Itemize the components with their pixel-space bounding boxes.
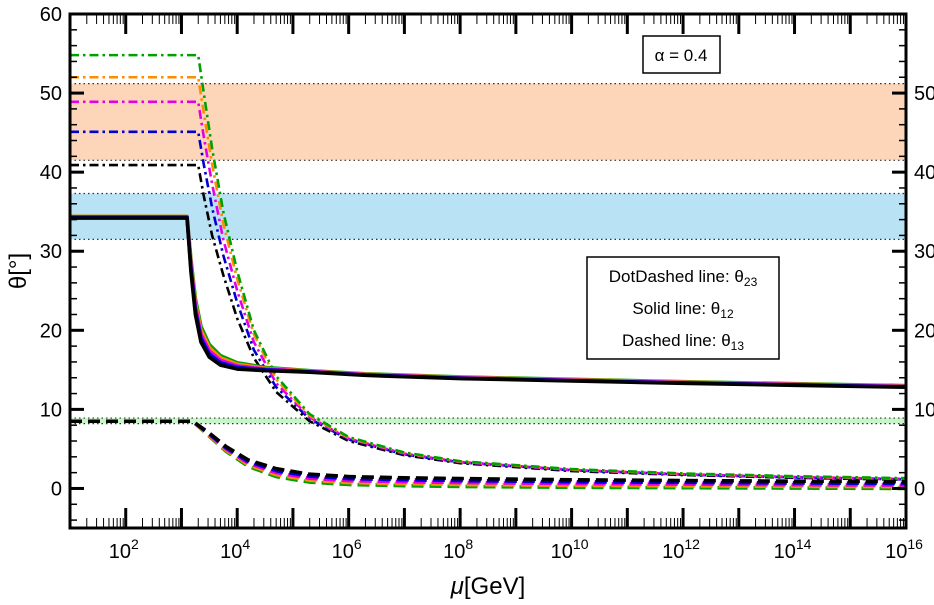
theta23-orange-line bbox=[70, 75, 907, 480]
legend-entry-theta23: DotDashed line: θ23 bbox=[609, 267, 758, 289]
x-tick-label: 102 bbox=[109, 536, 139, 563]
y-tick-label-right: 20 bbox=[914, 320, 934, 342]
legend-entry-theta23-text: DotDashed line: θ bbox=[609, 267, 744, 286]
theta13-band bbox=[70, 418, 906, 424]
x-tick-label-base: 10 bbox=[662, 541, 684, 563]
plot-frame bbox=[68, 12, 908, 530]
x-tick-label-exponent: 16 bbox=[907, 536, 923, 552]
legend-entry-theta23-sub: 23 bbox=[744, 275, 758, 289]
theta23-black-line bbox=[70, 163, 907, 482]
legend-entry-theta12-sub: 12 bbox=[720, 307, 734, 321]
theta12-band bbox=[70, 193, 906, 240]
y-tick-label-left: 40 bbox=[40, 162, 62, 184]
x-tick-label-base: 10 bbox=[332, 541, 354, 563]
x-tick-label: 106 bbox=[332, 536, 362, 563]
y-tick-label-left: 50 bbox=[40, 83, 62, 105]
alpha-annotation-box bbox=[642, 35, 721, 74]
alpha-annotation-text: α = 0.4 bbox=[655, 46, 708, 65]
y-tick-label-left: 10 bbox=[40, 399, 62, 421]
x-tick-label-base: 10 bbox=[885, 541, 907, 563]
legend-box bbox=[586, 256, 780, 360]
x-tick-label-exponent: 14 bbox=[796, 536, 812, 552]
y-tick-label-right: 50 bbox=[914, 83, 934, 105]
theta12-black-line bbox=[70, 216, 907, 390]
y-tick-label-left: 0 bbox=[51, 478, 62, 500]
alpha-annotation: α = 0.4 bbox=[642, 35, 721, 74]
y-tick-label-right: 30 bbox=[914, 241, 934, 263]
legend-entry-theta13: Dashed line: θ13 bbox=[622, 331, 744, 353]
x-axis-title: μ[GeV] bbox=[450, 573, 526, 600]
x-tick-label: 108 bbox=[443, 536, 473, 563]
theta13-black-line bbox=[70, 419, 907, 484]
x-tick-label: 104 bbox=[220, 536, 250, 563]
x-tick-label-base: 10 bbox=[551, 541, 573, 563]
experimental-bands bbox=[70, 82, 906, 425]
x-tick-label-exponent: 8 bbox=[465, 536, 473, 552]
y-tick-label-left: 30 bbox=[40, 241, 62, 263]
legend-entry-theta13-text: Dashed line: θ bbox=[622, 331, 731, 350]
x-tick-label: 1012 bbox=[662, 536, 700, 563]
x-tick-label-base: 10 bbox=[109, 541, 131, 563]
x-tick-label-base: 10 bbox=[443, 541, 465, 563]
x-tick-label-exponent: 2 bbox=[131, 536, 139, 552]
y-tick-label-right: 40 bbox=[914, 162, 934, 184]
y-tick-label-left: 60 bbox=[40, 4, 62, 26]
legend-entry-theta12-text: Solid line: θ bbox=[632, 299, 720, 318]
x-tick-label-exponent: 10 bbox=[573, 536, 589, 552]
legend: DotDashed line: θ23 Solid line: θ12 Dash… bbox=[586, 256, 780, 360]
x-tick-label: 1016 bbox=[885, 536, 923, 563]
x-axis-title-unit: [GeV] bbox=[464, 573, 525, 600]
legend-entry-theta12: Solid line: θ12 bbox=[632, 299, 734, 321]
x-tick-label-base: 10 bbox=[774, 541, 796, 563]
x-tick-label: 1010 bbox=[551, 536, 589, 563]
y-axis-title: θ[°] bbox=[5, 253, 32, 289]
y-tick-label-left: 20 bbox=[40, 320, 62, 342]
y-tick-label-right: 0 bbox=[914, 478, 925, 500]
x-tick-label-exponent: 12 bbox=[684, 536, 700, 552]
x-tick-label-exponent: 4 bbox=[242, 536, 250, 552]
theta23-band bbox=[70, 83, 906, 161]
y-tick-label-right: 10 bbox=[914, 399, 934, 421]
x-tick-label: 1014 bbox=[774, 536, 812, 563]
theta23-blue-line bbox=[70, 130, 907, 481]
x-axis-title-symbol: μ bbox=[450, 573, 464, 600]
theta13-blue-line bbox=[70, 419, 907, 486]
x-tick-label-base: 10 bbox=[220, 541, 242, 563]
legend-entry-theta13-sub: 13 bbox=[731, 339, 745, 353]
series-lines bbox=[70, 53, 907, 491]
x-tick-label-exponent: 6 bbox=[354, 536, 362, 552]
